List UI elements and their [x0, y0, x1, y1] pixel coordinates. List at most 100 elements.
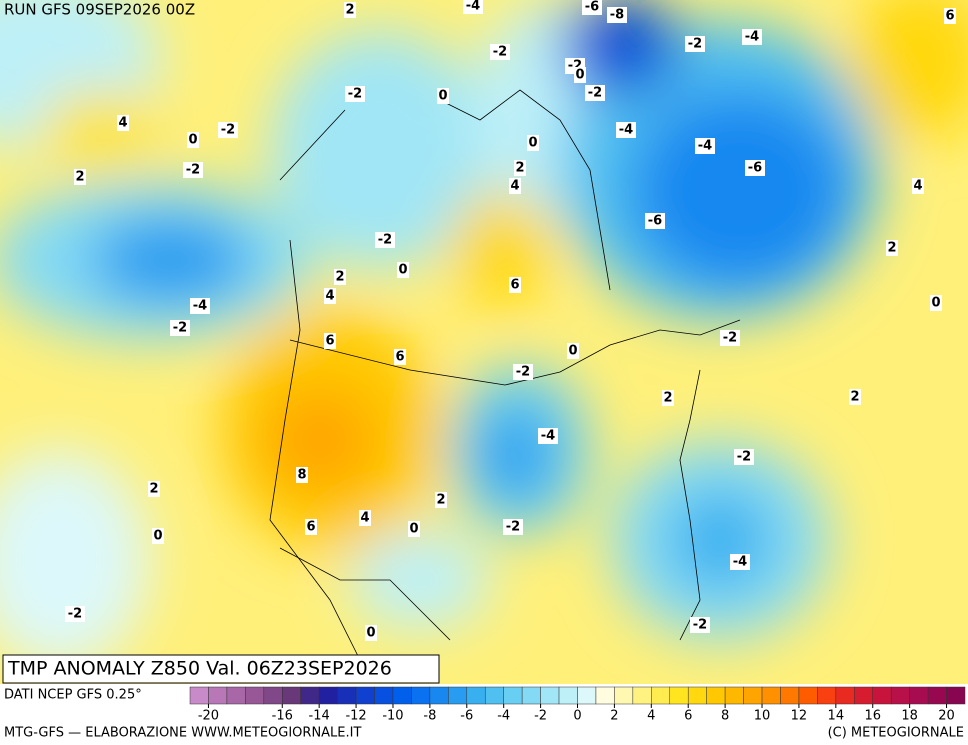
contour-label-bg [567, 343, 579, 359]
contour-label: 4 [913, 179, 922, 194]
contour-label: -2 [506, 520, 520, 535]
colorbar-tick-label: 20 [938, 709, 955, 724]
contour-label: 2 [515, 161, 524, 176]
colorbar-box [355, 686, 375, 705]
colorbar-box [595, 686, 615, 705]
contour-label: 2 [345, 3, 354, 18]
contour-label: -4 [745, 30, 759, 45]
contour-label: 0 [438, 89, 447, 104]
contour-label-bg [849, 389, 861, 405]
contour-label-bg [65, 606, 85, 622]
colorbar-box [466, 686, 486, 705]
colorbar-box [724, 686, 744, 705]
colorbar-tick-label: -14 [309, 709, 330, 724]
contour-label-bg [394, 349, 406, 365]
contour-label-bg [334, 269, 346, 285]
colorbar-box [706, 686, 726, 705]
contour-label-bg [375, 232, 395, 248]
colorbar-box [743, 686, 763, 705]
colorbar-tick-label: -8 [423, 709, 436, 724]
contour-label: 0 [366, 626, 375, 641]
colorbar-box [651, 686, 671, 705]
colorbar-box [521, 686, 541, 705]
contour-label-bg [296, 467, 308, 483]
colorbar-box [761, 686, 781, 705]
colorbar-box [817, 686, 837, 705]
contour-label: 0 [398, 263, 407, 278]
contour-label: -8 [610, 8, 624, 23]
contour-label-bg [527, 135, 539, 151]
colorbar-box [282, 686, 301, 705]
colorbar-tick-label: -6 [460, 709, 473, 724]
contour-label: 2 [149, 482, 158, 497]
colorbar-box [189, 686, 209, 705]
source-label: DATI NCEP GFS 0.25° [4, 688, 142, 703]
colorbar-tick-label: 16 [864, 709, 881, 724]
contour-label-bg [218, 122, 238, 138]
run-label: RUN GFS 09SEP2026 00Z [4, 1, 195, 19]
contour-label: -4 [619, 123, 633, 138]
contour-label: 6 [510, 278, 519, 293]
contour-label: -6 [585, 0, 599, 15]
colorbar-box [448, 686, 468, 705]
colorbar-box [854, 686, 873, 705]
colorbar-tick-label: -12 [345, 709, 366, 724]
contour-label-bg [582, 0, 602, 15]
map-title: TMP ANOMALY Z850 Val. 06Z23SEP2026 [7, 658, 392, 680]
colorbar-box [872, 686, 892, 705]
contour-label-bg [616, 122, 636, 138]
contour-label: 0 [188, 133, 197, 148]
contour-label-bg [509, 178, 521, 194]
footer-right: (C) METEOGIORNALE [828, 726, 964, 741]
colorbar-box [429, 686, 449, 705]
contour-label: 4 [360, 511, 369, 526]
colorbar-tick-label: 0 [573, 709, 581, 724]
contour-label-bg [930, 295, 942, 311]
contour-label: -4 [193, 299, 207, 314]
contour-label: 2 [436, 493, 445, 508]
contour-label: 2 [335, 270, 344, 285]
footer-left: MTG-GFS — ELABORAZIONE WWW.METEOGIORNALE… [4, 726, 361, 741]
colorbar-box [411, 686, 431, 705]
contour-label-bg [344, 2, 356, 18]
contour-label-bg [645, 213, 665, 229]
colorbar-tick-label: -2 [534, 709, 547, 724]
colorbar-box [669, 686, 689, 705]
contour-label-bg [685, 36, 705, 52]
contour-label-bg [742, 29, 762, 45]
colorbar-box [577, 686, 597, 705]
contour-label: -2 [348, 87, 362, 102]
contour-label-bg [513, 364, 533, 380]
contour-label-bg [408, 521, 420, 537]
contour-label: -2 [737, 450, 751, 465]
contour-label-bg [944, 8, 956, 24]
colorbar-box [632, 686, 652, 705]
colorbar-box [835, 686, 855, 705]
contour-label-bg [662, 390, 674, 406]
colorbar-box [263, 686, 283, 705]
contour-label: -4 [466, 0, 480, 14]
contour-label: 6 [306, 520, 315, 535]
contour-label-bg [745, 160, 765, 176]
colorbar-box [798, 686, 818, 705]
contour-label: -2 [221, 123, 235, 138]
contour-label-bg [690, 617, 710, 633]
contour-label: -2 [516, 365, 530, 380]
contour-label-bg [463, 0, 483, 14]
contour-label: 4 [118, 116, 127, 131]
colorbar-box [927, 686, 947, 705]
contour-label-bg [365, 625, 377, 641]
contour-label-bg [397, 262, 409, 278]
colorbar-box [540, 686, 560, 705]
title-box [2, 654, 440, 684]
contour-label-bg [170, 320, 190, 336]
contour-label: 0 [568, 344, 577, 359]
contour-label-bg [187, 132, 199, 148]
contour-label: 0 [528, 136, 537, 151]
contour-label: -2 [378, 233, 392, 248]
colorbar-box [374, 686, 394, 705]
contour-label-bg [538, 428, 558, 444]
colorbar-box [245, 686, 265, 705]
contour-label: 0 [409, 522, 418, 537]
colorbar-tick-label: -16 [272, 709, 293, 724]
